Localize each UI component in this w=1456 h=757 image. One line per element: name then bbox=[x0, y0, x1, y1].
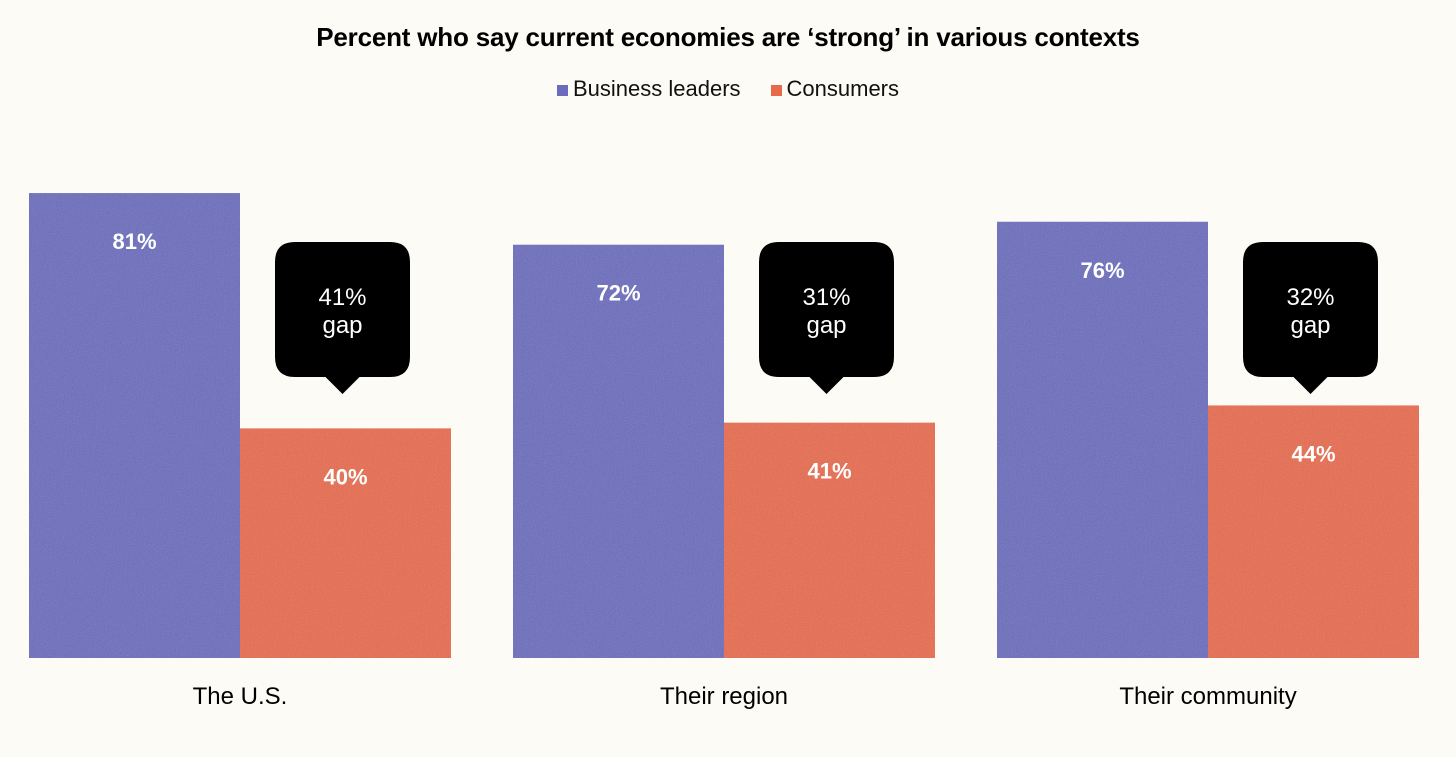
gap-value-their-region: 31% bbox=[802, 284, 850, 311]
legend-item-consumers: Consumers bbox=[770, 76, 900, 102]
gap-callout-their-community bbox=[1243, 242, 1378, 394]
legend: Business leaders Consumers bbox=[0, 76, 1456, 102]
chart-title: Percent who say current economies are ‘s… bbox=[316, 22, 1140, 52]
category-label-their-region: Their region bbox=[660, 683, 788, 710]
gap-value-the-u-s: 41% bbox=[318, 284, 366, 311]
labels-layer: 81% 40% The U.S. 72% 41% Their region 76% 44% Th… bbox=[112, 229, 1335, 710]
category-label-their-community: Their community bbox=[1119, 683, 1296, 710]
data-label-business-leaders-their-community: 76% bbox=[1080, 258, 1124, 283]
bar-consumers-their-region bbox=[724, 422, 935, 658]
gap-callout-the-u-s bbox=[275, 242, 410, 394]
data-label-consumers-their-region: 41% bbox=[807, 459, 851, 484]
gap-text-their-region: gap bbox=[806, 312, 846, 339]
legend-swatch-consumers bbox=[770, 85, 782, 96]
gap-text-their-community: gap bbox=[1290, 312, 1330, 339]
data-label-business-leaders-the-u-s: 81% bbox=[112, 229, 156, 254]
bars-layer bbox=[29, 193, 1419, 658]
bar-business-leaders-their-region bbox=[513, 244, 724, 658]
legend-swatch-business-leaders bbox=[556, 85, 568, 96]
gap-value-their-community: 32% bbox=[1286, 284, 1334, 311]
bar-business-leaders-their-community bbox=[997, 221, 1208, 658]
bar-business-leaders-the-u-s bbox=[29, 193, 240, 658]
data-label-consumers-the-u-s: 40% bbox=[323, 464, 367, 489]
legend-label-consumers: Consumers bbox=[786, 76, 900, 101]
data-label-consumers-their-community: 44% bbox=[1291, 441, 1335, 466]
bar-consumers-the-u-s bbox=[240, 428, 451, 658]
bar-consumers-their-community bbox=[1208, 405, 1419, 658]
gap-text-the-u-s: gap bbox=[322, 312, 362, 339]
data-label-business-leaders-their-region: 72% bbox=[596, 281, 640, 306]
legend-label-business-leaders: Business leaders bbox=[572, 76, 741, 101]
category-label-the-u-s: The U.S. bbox=[193, 683, 288, 710]
gap-callout-their-region bbox=[759, 242, 894, 394]
legend-item-business-leaders: Business leaders bbox=[556, 76, 741, 102]
